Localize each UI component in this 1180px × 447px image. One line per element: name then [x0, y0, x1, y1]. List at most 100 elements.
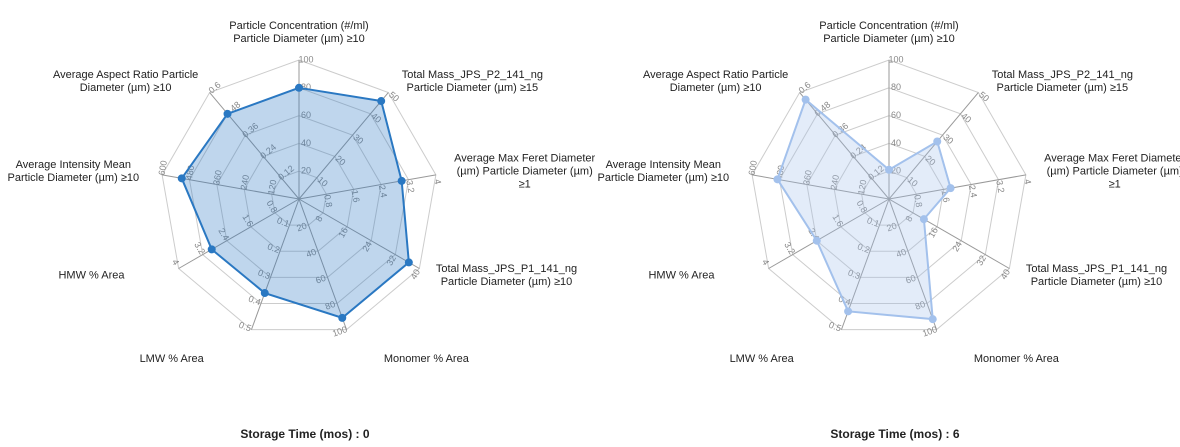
spoke	[209, 92, 300, 200]
spoke	[799, 92, 890, 200]
tick-label: 50	[387, 89, 401, 103]
tick-label: 60	[301, 110, 311, 120]
data-point	[885, 165, 893, 174]
tick-label: 24	[360, 240, 374, 254]
tick-label: 360	[801, 169, 813, 186]
data-point	[928, 315, 937, 324]
tick-label: 32	[974, 254, 988, 268]
grid-ring	[833, 142, 945, 252]
tick-label: 0.5	[828, 320, 843, 334]
axis-label: HMW % Area	[58, 269, 125, 281]
tick-label: 100	[298, 54, 313, 64]
tick-label: 24	[950, 240, 964, 254]
tick-label: 40	[999, 267, 1013, 281]
tick-label: 100	[921, 324, 939, 339]
axis-label: Total Mass_JPS_P1_141_ng Particle Diamet…	[1025, 262, 1168, 288]
tick-label: 0.5	[238, 320, 253, 334]
tick-label: 0.2	[266, 241, 281, 255]
data-point	[295, 83, 303, 92]
data-point	[377, 97, 386, 106]
tick-label: 2.4	[967, 184, 979, 198]
tick-label: 60	[891, 110, 901, 120]
data-point	[844, 307, 853, 316]
spoke	[298, 92, 389, 200]
data-point	[404, 258, 413, 267]
tick-label: 20	[885, 221, 898, 234]
grid-ring	[216, 115, 382, 278]
tick-label: 0.2	[856, 241, 871, 255]
tick-label: 0.1	[276, 215, 291, 229]
tick-label: 40	[891, 138, 901, 148]
data-point	[223, 109, 232, 118]
tick-label: 360	[211, 169, 223, 186]
tick-label: 8	[903, 214, 914, 223]
tick-label: 0.3	[847, 268, 862, 282]
axis-label: LMW % Area	[729, 352, 794, 365]
data-point	[801, 95, 810, 104]
tick-label: 80	[301, 82, 311, 92]
tick-label: 100	[331, 324, 349, 339]
axis-label: Particle Concentration (#/ml) Particle D…	[229, 20, 369, 45]
axis-label: Total Mass_JPS_P2_141_ng Particle Diamet…	[401, 68, 543, 94]
tick-label: 120	[266, 179, 278, 196]
chart-title: Storage Time (mos) : 0	[240, 427, 370, 441]
chart-title: Storage Time (mos) : 6	[830, 427, 960, 441]
axis-label: Average Aspect Ratio Particle Diameter (…	[52, 68, 199, 94]
axis-label: LMW % Area	[139, 352, 204, 365]
chart-panel: 20 40 60 80 100 10 20 30 40 50 0.8 1.6 2.4 3.2 4 8 16 24 3…	[598, 0, 1180, 447]
tick-label: 600	[156, 160, 168, 177]
data-point	[397, 176, 406, 185]
spoke	[888, 198, 1010, 269]
spoke	[298, 198, 420, 269]
series-area	[776, 97, 952, 321]
tick-label: 20	[295, 221, 308, 234]
tick-label: 0.1	[866, 215, 881, 229]
spoke	[888, 92, 979, 200]
axis-label: Average Aspect Ratio Particle Diameter (…	[642, 68, 789, 94]
tick-label: 80	[324, 299, 337, 312]
tick-label: 60	[314, 273, 327, 286]
tick-label: 80	[891, 82, 901, 92]
chart-panel: 20 40 60 80 100 10 20 30 40 50 0.8 1.6 2.4 3.2 4 8 16 24 3…	[8, 0, 600, 447]
data-point	[812, 236, 821, 245]
grid-ring	[161, 59, 437, 331]
tick-label: 3.2	[994, 179, 1006, 193]
axis-label: Monomer % Area	[383, 352, 469, 365]
axis-label: Average Intensity Mean Particle Diameter…	[597, 159, 730, 185]
tick-label: 40	[301, 138, 311, 148]
data-point	[773, 175, 782, 184]
tick-label: 30	[351, 132, 365, 146]
tick-label: 2.4	[377, 184, 389, 198]
tick-label: 240	[829, 174, 841, 191]
tick-label: 0.8	[322, 194, 334, 208]
grid-ring	[861, 170, 917, 226]
spoke	[888, 198, 938, 330]
tick-label: 50	[977, 89, 991, 103]
tick-label: 240	[239, 174, 251, 191]
tick-label: 40	[369, 111, 383, 125]
tick-label: 0.3	[257, 268, 272, 282]
tick-label: 20	[891, 166, 901, 176]
grid-ring	[806, 115, 972, 278]
spoke	[250, 198, 300, 330]
tick-label: 600	[746, 160, 758, 177]
tick-label: 20	[923, 153, 937, 167]
data-point	[919, 215, 928, 224]
spoke	[298, 174, 436, 200]
tick-label: 1.6	[940, 189, 952, 203]
tick-label: 4	[1022, 178, 1033, 185]
tick-label: 8	[313, 214, 324, 223]
axis-label: HMW % Area	[648, 269, 715, 281]
axis-label: Average Max Feret Diameter (µm) Particle…	[454, 152, 596, 191]
data-point	[338, 313, 347, 322]
tick-label: 40	[895, 247, 908, 260]
axis-label: Average Intensity Mean Particle Diameter…	[7, 159, 140, 185]
tick-label: 80	[914, 299, 927, 312]
tick-label: 120	[856, 179, 868, 196]
spoke	[178, 198, 300, 269]
tick-label: 10	[316, 175, 330, 189]
grid-ring	[271, 170, 327, 226]
